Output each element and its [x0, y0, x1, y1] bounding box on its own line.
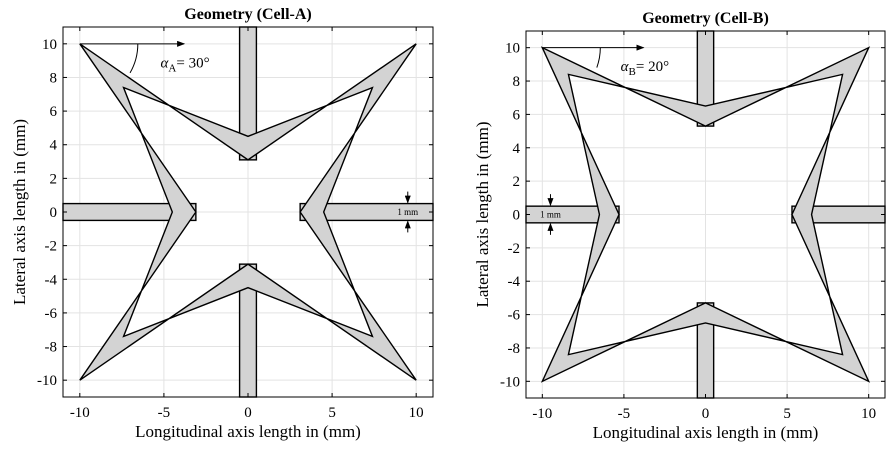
x-tick-label: 5: [783, 406, 791, 422]
y-tick-label: -6: [45, 306, 58, 322]
angle-value-cell-a: = 30°: [176, 55, 209, 71]
y-tick-label: -8: [508, 341, 521, 357]
xticks-cell-b: -10 -5 0 5 10: [532, 31, 876, 422]
y-tick-label: 0: [513, 208, 521, 224]
ylabel-cell-a: Lateral axis length in (mm): [10, 119, 29, 305]
y-tick-label: -8: [45, 340, 58, 356]
y-tick-label: -4: [45, 272, 58, 288]
angle-arc-cell-b: [596, 47, 601, 68]
xticks-cell-a: -10 -5 0 5 10: [70, 27, 424, 421]
y-tick-label: -2: [508, 241, 521, 257]
xlabel-cell-a: Longitudinal axis length in (mm): [135, 422, 361, 441]
y-tick-label: 8: [50, 70, 58, 86]
y-tick-label: 8: [513, 74, 521, 90]
angle-arc-cell-a: [129, 43, 139, 74]
x-tick-label: 0: [244, 405, 252, 421]
yticks-cell-a: -10 -8 -6 -4 -2 0 2 4 6 8 10: [37, 37, 433, 389]
y-tick-label: 6: [50, 104, 58, 120]
star-wall-cell-a: [79, 43, 417, 381]
xlabel-cell-b: Longitudinal axis length in (mm): [593, 423, 819, 442]
y-tick-label: 4: [513, 141, 521, 157]
star-wall-cell-b: [540, 46, 871, 383]
yticks-cell-b: -10 -8 -6 -4 -2 0 2 4 6 8 10: [500, 41, 885, 390]
angle-annotation-cell-b: αB= 20°: [542, 44, 669, 78]
y-tick-label: -10: [37, 373, 57, 389]
angle-subscript-cell-a: A: [168, 62, 176, 74]
x-tick-label: 10: [409, 405, 424, 421]
x-tick-label: 10: [861, 406, 876, 422]
y-tick-label: 2: [50, 171, 58, 187]
angle-symbol-cell-a: α: [161, 55, 170, 71]
angle-annotation-cell-a: αA= 30°: [79, 40, 210, 74]
y-tick-label: 4: [50, 138, 58, 154]
x-tick-label: 0: [702, 406, 710, 422]
y-tick-label: 10: [505, 41, 520, 57]
y-tick-label: 2: [513, 174, 521, 190]
angle-label-cell-a: αA= 30°: [161, 55, 210, 74]
thickness-label-cell-a: 1 mm: [397, 207, 418, 217]
y-tick-label: 0: [50, 205, 58, 221]
angle-symbol-cell-b: α: [621, 59, 630, 75]
thickness-label-cell-b: 1 mm: [540, 210, 561, 220]
x-tick-label: -10: [70, 405, 90, 421]
y-tick-label: -10: [500, 374, 520, 390]
angle-label-cell-b: αB= 20°: [621, 59, 669, 78]
title-cell-b: Geometry (Cell-B): [642, 10, 769, 27]
x-tick-label: -10: [532, 406, 552, 422]
thickness-annotation-cell-a: 1 mm: [397, 191, 418, 233]
thickness-annotation-cell-b: 1 mm: [540, 194, 561, 235]
ylabel-cell-b: Lateral axis length in (mm): [473, 122, 492, 308]
angle-value-cell-b: = 20°: [636, 59, 669, 75]
ribs-cell-b: [525, 30, 886, 399]
y-tick-label: 6: [513, 107, 521, 123]
panel-cell-a: -10 -5 0 5 10 -10 -8 -6 -4 -2 0 2 4 6 8 10 Geometry (C…: [10, 6, 434, 441]
title-cell-a: Geometry (Cell-A): [184, 6, 312, 23]
x-tick-label: 5: [328, 405, 336, 421]
panel-cell-b: -10 -5 0 5 10 -10 -8 -6 -4 -2 0 2 4 6 8 10 Geometry (C…: [473, 10, 886, 442]
y-tick-label: 10: [42, 37, 57, 53]
angle-subscript-cell-b: B: [629, 66, 636, 78]
x-tick-label: -5: [618, 406, 631, 422]
x-tick-label: -5: [158, 405, 171, 421]
y-tick-label: -2: [45, 239, 58, 255]
ribs-cell-a: [62, 26, 434, 398]
y-tick-label: -6: [508, 308, 521, 324]
y-tick-label: -4: [508, 274, 521, 290]
